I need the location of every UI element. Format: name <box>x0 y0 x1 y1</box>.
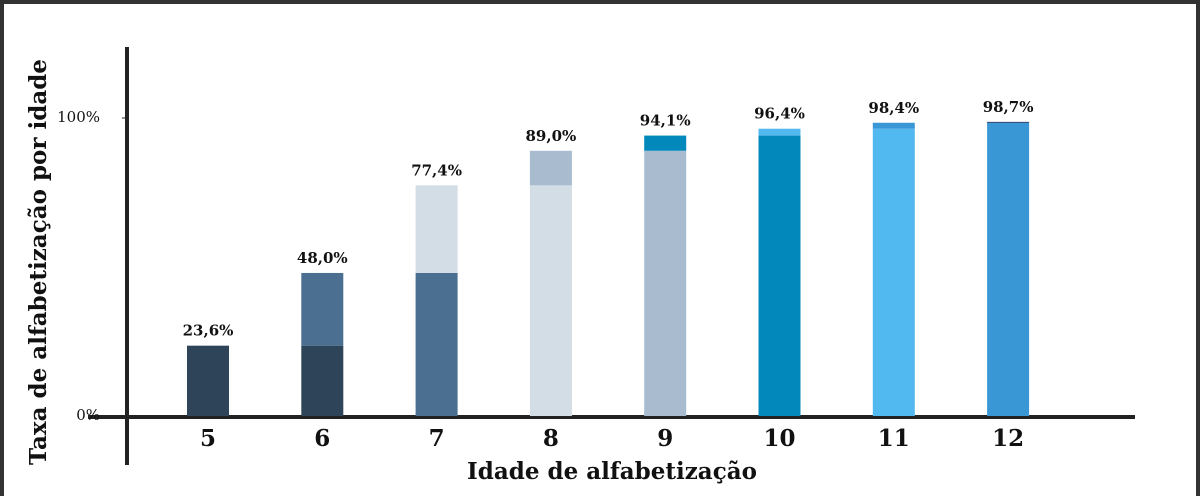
value-label: 89,0% <box>526 127 577 145</box>
value-label: 77,4% <box>411 161 462 179</box>
bar <box>187 345 229 416</box>
bar-previous <box>415 272 458 416</box>
bar <box>415 185 458 273</box>
bar <box>758 128 801 136</box>
bar <box>529 150 572 186</box>
bar-previous <box>644 150 687 416</box>
x-tick-label: 6 <box>314 425 330 452</box>
x-tick-label: 9 <box>657 425 673 452</box>
x-tick-label: 8 <box>543 425 559 452</box>
value-label: 96,4% <box>754 105 805 123</box>
value-label: 98,4% <box>868 99 919 117</box>
bar <box>301 272 344 346</box>
y-tick-label: 100% <box>57 108 100 126</box>
x-tick-label: 7 <box>429 425 445 452</box>
x-tick-label: 5 <box>200 425 216 452</box>
x-tick-label: 11 <box>878 425 910 452</box>
bar-previous <box>529 185 572 416</box>
bar <box>987 121 1030 123</box>
x-tick-label: 12 <box>992 425 1024 452</box>
x-tick-label: 10 <box>763 425 795 452</box>
y-tick-label: 0% <box>76 406 100 424</box>
bar-previous <box>758 135 801 416</box>
value-label: 98,7% <box>983 98 1034 116</box>
bar-previous <box>987 122 1030 416</box>
bar-previous <box>872 128 915 416</box>
value-label: 94,1% <box>640 112 691 130</box>
bar-previous <box>301 345 344 416</box>
x-axis-label: Idade de alfabetização <box>467 458 757 485</box>
y-axis-label: Taxa de alfabetização por idade <box>25 59 52 465</box>
value-label: 23,6% <box>183 322 234 340</box>
bar <box>644 135 687 151</box>
bar <box>872 122 915 129</box>
value-label: 48,0% <box>297 249 348 267</box>
